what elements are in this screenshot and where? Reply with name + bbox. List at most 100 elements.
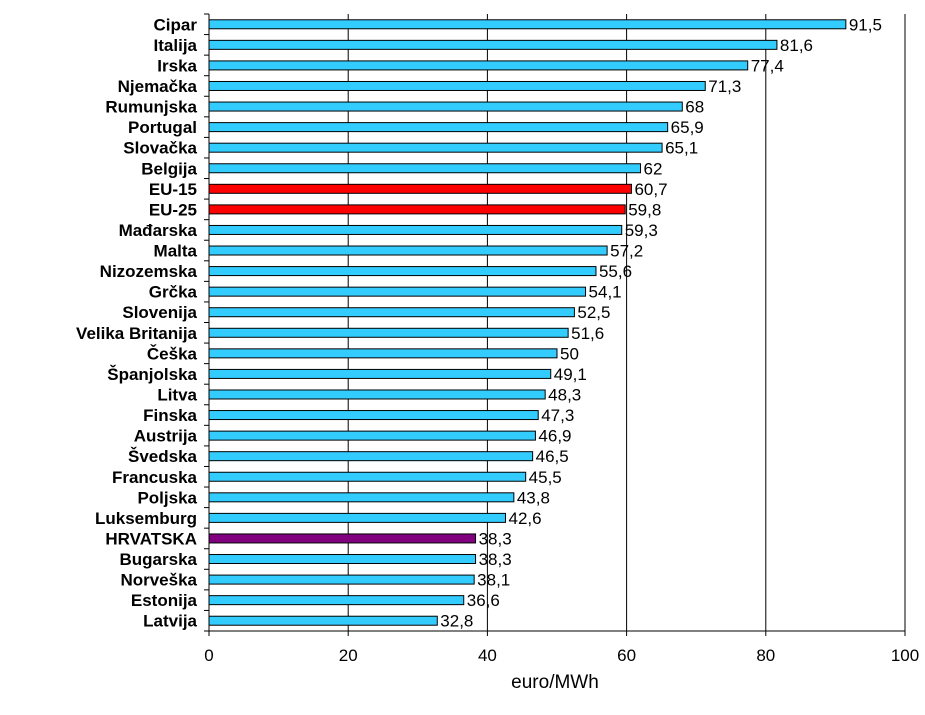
x-tick-label: 100 <box>891 646 919 665</box>
x-tick-label: 40 <box>478 646 497 665</box>
value-label: 65,9 <box>671 118 704 137</box>
bar <box>208 327 569 338</box>
x-axis-title: euro/MWh <box>511 672 599 693</box>
value-label: 36,6 <box>467 591 500 610</box>
axes <box>204 13 906 636</box>
gridlines <box>347 14 906 631</box>
value-label: 51,6 <box>571 324 604 343</box>
category-label: Slovenija <box>122 303 197 322</box>
bar <box>208 266 597 277</box>
category-label: Norveška <box>120 571 197 590</box>
bar <box>208 245 608 256</box>
bar <box>208 183 632 194</box>
category-label: Estonija <box>131 591 198 610</box>
bar <box>208 595 465 606</box>
bar <box>208 410 539 421</box>
value-label: 42,6 <box>508 509 541 528</box>
bar <box>208 533 477 544</box>
bar <box>208 389 546 400</box>
category-label: Rumunjska <box>105 98 197 117</box>
category-label: Irska <box>157 56 197 75</box>
category-label: EU-25 <box>149 200 197 219</box>
bar <box>208 348 558 359</box>
category-label: Velika Britanija <box>76 324 197 343</box>
bar <box>208 574 475 585</box>
bar <box>208 307 575 318</box>
bar <box>208 101 683 112</box>
bar <box>208 615 438 626</box>
category-label: Latvija <box>143 612 197 631</box>
value-label: 52,5 <box>577 303 610 322</box>
bar <box>208 368 552 379</box>
value-label: 77,4 <box>751 56 784 75</box>
value-label: 68 <box>685 98 704 117</box>
bars <box>208 19 847 626</box>
category-label: Francuska <box>112 468 198 487</box>
value-label: 59,3 <box>625 221 658 240</box>
value-label: 38,3 <box>479 550 512 569</box>
value-label: 65,1 <box>665 139 698 158</box>
bar <box>208 60 749 71</box>
value-label: 38,1 <box>477 571 510 590</box>
category-label: Austrija <box>134 427 198 446</box>
value-label: 59,8 <box>628 200 661 219</box>
x-tick-label: 0 <box>204 646 213 665</box>
category-label: Cipar <box>154 15 198 34</box>
category-label: Portugal <box>128 118 197 137</box>
category-label: Bugarska <box>120 550 198 569</box>
x-tick-labels: 0 20 40 60 80 100 <box>204 646 919 665</box>
x-tick-label: 80 <box>756 646 775 665</box>
value-label: 57,2 <box>610 242 643 261</box>
category-label: Švedska <box>128 447 198 466</box>
category-label: Češka <box>147 344 198 363</box>
x-tick-label: 60 <box>617 646 636 665</box>
bar <box>208 512 506 523</box>
value-label: 50 <box>560 344 579 363</box>
value-label: 60,7 <box>634 180 667 199</box>
category-label: Poljska <box>137 488 197 507</box>
category-label: Slovačka <box>123 139 197 158</box>
value-label: 32,8 <box>440 612 473 631</box>
value-label: 45,5 <box>529 468 562 487</box>
bar <box>208 80 706 91</box>
category-label: Italija <box>154 36 198 55</box>
bar <box>208 163 642 174</box>
category-label: HRVATSKA <box>105 529 197 548</box>
value-label: 49,1 <box>554 365 587 384</box>
value-label: 62 <box>644 159 663 178</box>
category-label: Njemačka <box>118 77 198 96</box>
value-label: 46,9 <box>538 427 571 446</box>
value-label: 91,5 <box>849 15 882 34</box>
bar <box>208 451 534 462</box>
category-label: Luksemburg <box>95 509 197 528</box>
category-label: Litva <box>157 385 197 404</box>
bar <box>208 492 515 503</box>
bar <box>208 142 663 153</box>
bar <box>208 554 477 565</box>
value-label: 71,3 <box>708 77 741 96</box>
category-label: Finska <box>143 406 197 425</box>
bar <box>208 430 536 441</box>
value-label: 47,3 <box>541 406 574 425</box>
bar <box>208 286 587 297</box>
value-label: 81,6 <box>780 36 813 55</box>
value-label: 38,3 <box>479 529 512 548</box>
category-label: Belgija <box>141 159 197 178</box>
category-label: Malta <box>154 242 198 261</box>
value-label: 48,3 <box>548 385 581 404</box>
bar <box>208 122 669 133</box>
value-label: 54,1 <box>589 283 622 302</box>
bar <box>208 19 847 30</box>
bar <box>208 39 778 50</box>
category-label: Nizozemska <box>100 262 198 281</box>
category-label: Mađarska <box>119 221 198 240</box>
category-label: Španjolska <box>107 365 197 384</box>
category-label: Grčka <box>149 283 198 302</box>
value-label: 55,6 <box>599 262 632 281</box>
bar <box>208 204 626 215</box>
value-label: 46,5 <box>536 447 569 466</box>
x-tick-label: 20 <box>339 646 358 665</box>
